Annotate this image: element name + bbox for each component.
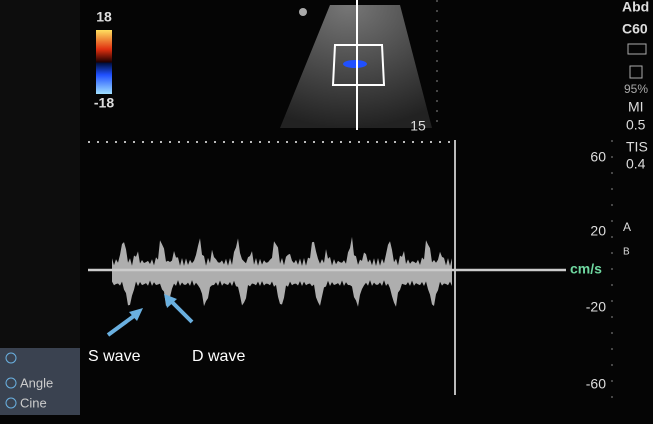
- mi-label: MI: [628, 99, 644, 115]
- color-bar-max: 18: [96, 9, 112, 25]
- tis-value: 0.4: [626, 156, 646, 172]
- menu-panel: [0, 348, 80, 415]
- scale-unit: cm/s: [570, 261, 602, 277]
- color-box: [331, 44, 386, 86]
- scale-label: 20: [590, 223, 606, 239]
- menu-cine[interactable]: Cine: [20, 395, 47, 410]
- menu-icon: [5, 352, 17, 364]
- marker: [299, 8, 307, 16]
- color-bar-min: -18: [94, 95, 114, 111]
- menu-icon: [5, 397, 17, 409]
- depth-label: 15: [410, 118, 426, 134]
- scale-label: 60: [590, 149, 606, 165]
- d-arrow: [168, 298, 194, 324]
- doppler-waveform: [112, 236, 452, 307]
- menu-angle[interactable]: Angle: [20, 375, 53, 390]
- power: 95%: [624, 82, 648, 96]
- scale-label: -20: [586, 299, 606, 315]
- scale-label: -60: [586, 376, 606, 392]
- d-wave-label: D wave: [192, 348, 245, 365]
- s-arrowhead: [129, 308, 143, 321]
- left-panel: [0, 0, 80, 348]
- tis-label: TIS: [626, 139, 648, 155]
- a-label: A: [623, 220, 631, 234]
- d-arrowhead: [164, 294, 177, 308]
- preset: Abd: [622, 0, 649, 15]
- icon: [629, 65, 643, 79]
- mi-value: 0.5: [626, 117, 646, 133]
- flow: [343, 60, 367, 68]
- probe: C60: [622, 21, 648, 37]
- s-arrow: [106, 311, 140, 337]
- color-bar: [96, 30, 112, 94]
- menu-icon: [5, 377, 17, 389]
- b-label: B: [623, 247, 630, 258]
- s-wave-label: S wave: [88, 348, 141, 365]
- icon: [627, 43, 647, 55]
